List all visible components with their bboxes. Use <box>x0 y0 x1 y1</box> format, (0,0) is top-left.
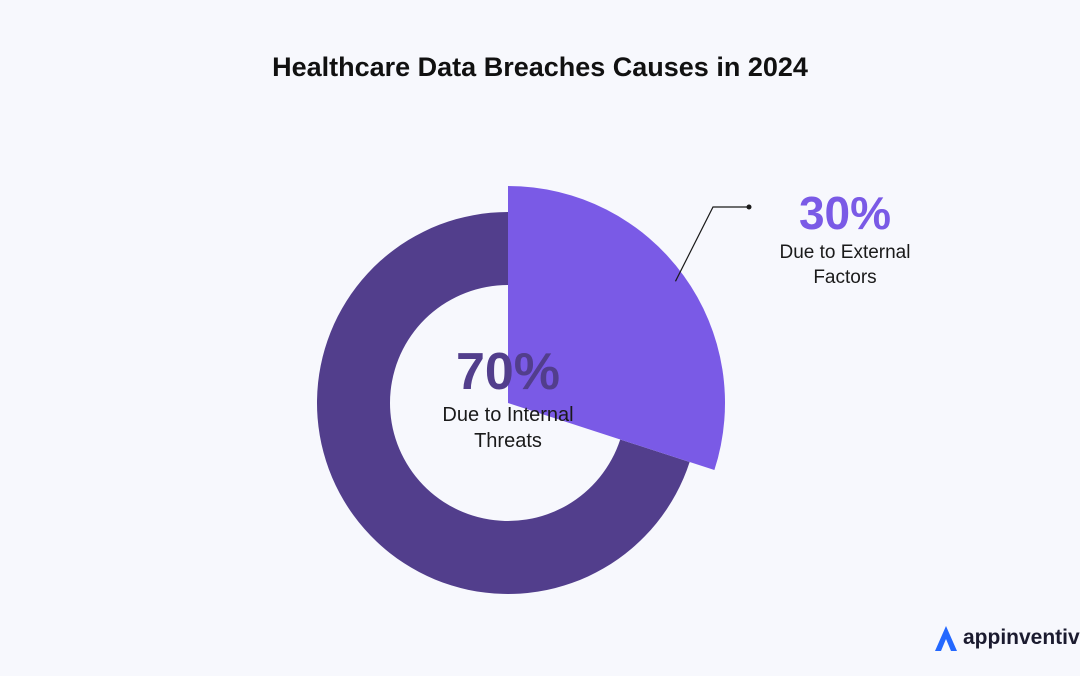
slice-internal-threats <box>317 212 690 594</box>
external-factors-callout: 30% Due to External Factors <box>755 186 935 290</box>
external-factors-value: 30% <box>798 187 892 239</box>
internal-threats-value: 70% <box>455 343 561 401</box>
external-factors-text: Due to External Factors <box>779 242 911 288</box>
internal-threats-text: Due to Internal Threats <box>442 404 574 452</box>
callout-leader-line <box>674 206 749 282</box>
appinventiv-logo-icon <box>935 626 957 651</box>
internal-threats-label: 70% Due to Internal Threats <box>398 342 618 454</box>
callout-leader-dot <box>746 204 752 210</box>
brand-name: appinventiv <box>963 626 1080 649</box>
brand-logo: appinventiv <box>932 622 1080 654</box>
chart-title: Healthcare Data Breaches Causes in 2024 <box>272 52 808 82</box>
slice-external-factors <box>508 186 725 471</box>
